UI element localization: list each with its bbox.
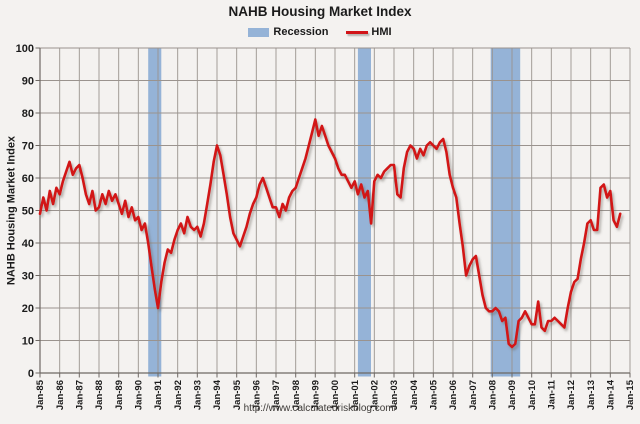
x-tick-label: Jan-98 [291, 380, 302, 410]
x-tick-label: Jan-11 [547, 379, 558, 409]
y-tick-label: 50 [22, 205, 34, 217]
y-tick-label: 90 [22, 75, 34, 87]
x-tick-label: Jan-89 [114, 380, 125, 410]
y-tick-label: 100 [16, 43, 34, 55]
x-tick-label: Jan-07 [468, 380, 479, 410]
x-tick-label: Jan-03 [389, 380, 400, 410]
recession-band [148, 48, 162, 377]
y-tick-label: 30 [22, 270, 34, 282]
recession-band [357, 48, 371, 377]
x-tick-label: Jan-05 [429, 379, 440, 410]
y-tick-label: 20 [22, 303, 34, 315]
x-tick-label: Jan-14 [606, 379, 617, 410]
x-tick-label: Jan-87 [75, 380, 86, 410]
chart-title: NAHB Housing Market Index [228, 4, 412, 19]
y-tick-label: 0 [28, 368, 34, 380]
legend-hmi-swatch [346, 30, 369, 34]
x-tick-label: Jan-04 [409, 379, 420, 410]
x-tick-label: Jan-95 [232, 379, 243, 410]
x-tick-label: Jan-09 [507, 380, 518, 410]
legend-recession-swatch [248, 27, 270, 37]
x-tick-label: Jan-12 [566, 380, 577, 410]
y-tick-label: 70 [22, 140, 34, 152]
x-tick-label: Jan-10 [527, 380, 538, 410]
x-tick-label: Jan-97 [271, 380, 282, 410]
x-tick-label: Jan-08 [488, 380, 499, 410]
y-tick-label: 10 [22, 335, 34, 347]
x-tick-label: Jan-15 [625, 379, 636, 410]
x-tick-label: Jan-85 [35, 379, 46, 410]
x-tick-label: Jan-88 [94, 380, 105, 410]
x-tick-label: Jan-06 [448, 380, 459, 410]
x-tick-label: Jan-00 [330, 380, 341, 410]
x-tick-label: Jan-13 [586, 380, 597, 410]
x-tick-label: Jan-90 [134, 380, 145, 410]
chart-legend: Recession HMI [0, 26, 640, 38]
x-tick-label: Jan-01 [350, 379, 361, 410]
x-tick-label: Jan-86 [55, 380, 66, 410]
x-tick-label: Jan-99 [311, 380, 322, 410]
legend-recession-label: Recession [273, 26, 329, 38]
x-tick-label: Jan-96 [252, 380, 263, 410]
hmi-line [38, 118, 622, 349]
x-tick-label: Jan-93 [193, 380, 204, 410]
y-tick-label: 60 [22, 173, 34, 185]
x-tick-label: Jan-02 [370, 380, 381, 410]
x-tick-label: Jan-94 [212, 379, 223, 410]
legend-hmi-label: HMI [371, 26, 392, 38]
source-url: http://www.calculatedriskblog.com/ [243, 403, 397, 414]
y-tick-label: 40 [22, 238, 34, 250]
x-tick-label: Jan-92 [173, 380, 184, 410]
x-tick-label: Jan-91 [153, 379, 164, 410]
y-tick-label: 80 [22, 108, 34, 120]
